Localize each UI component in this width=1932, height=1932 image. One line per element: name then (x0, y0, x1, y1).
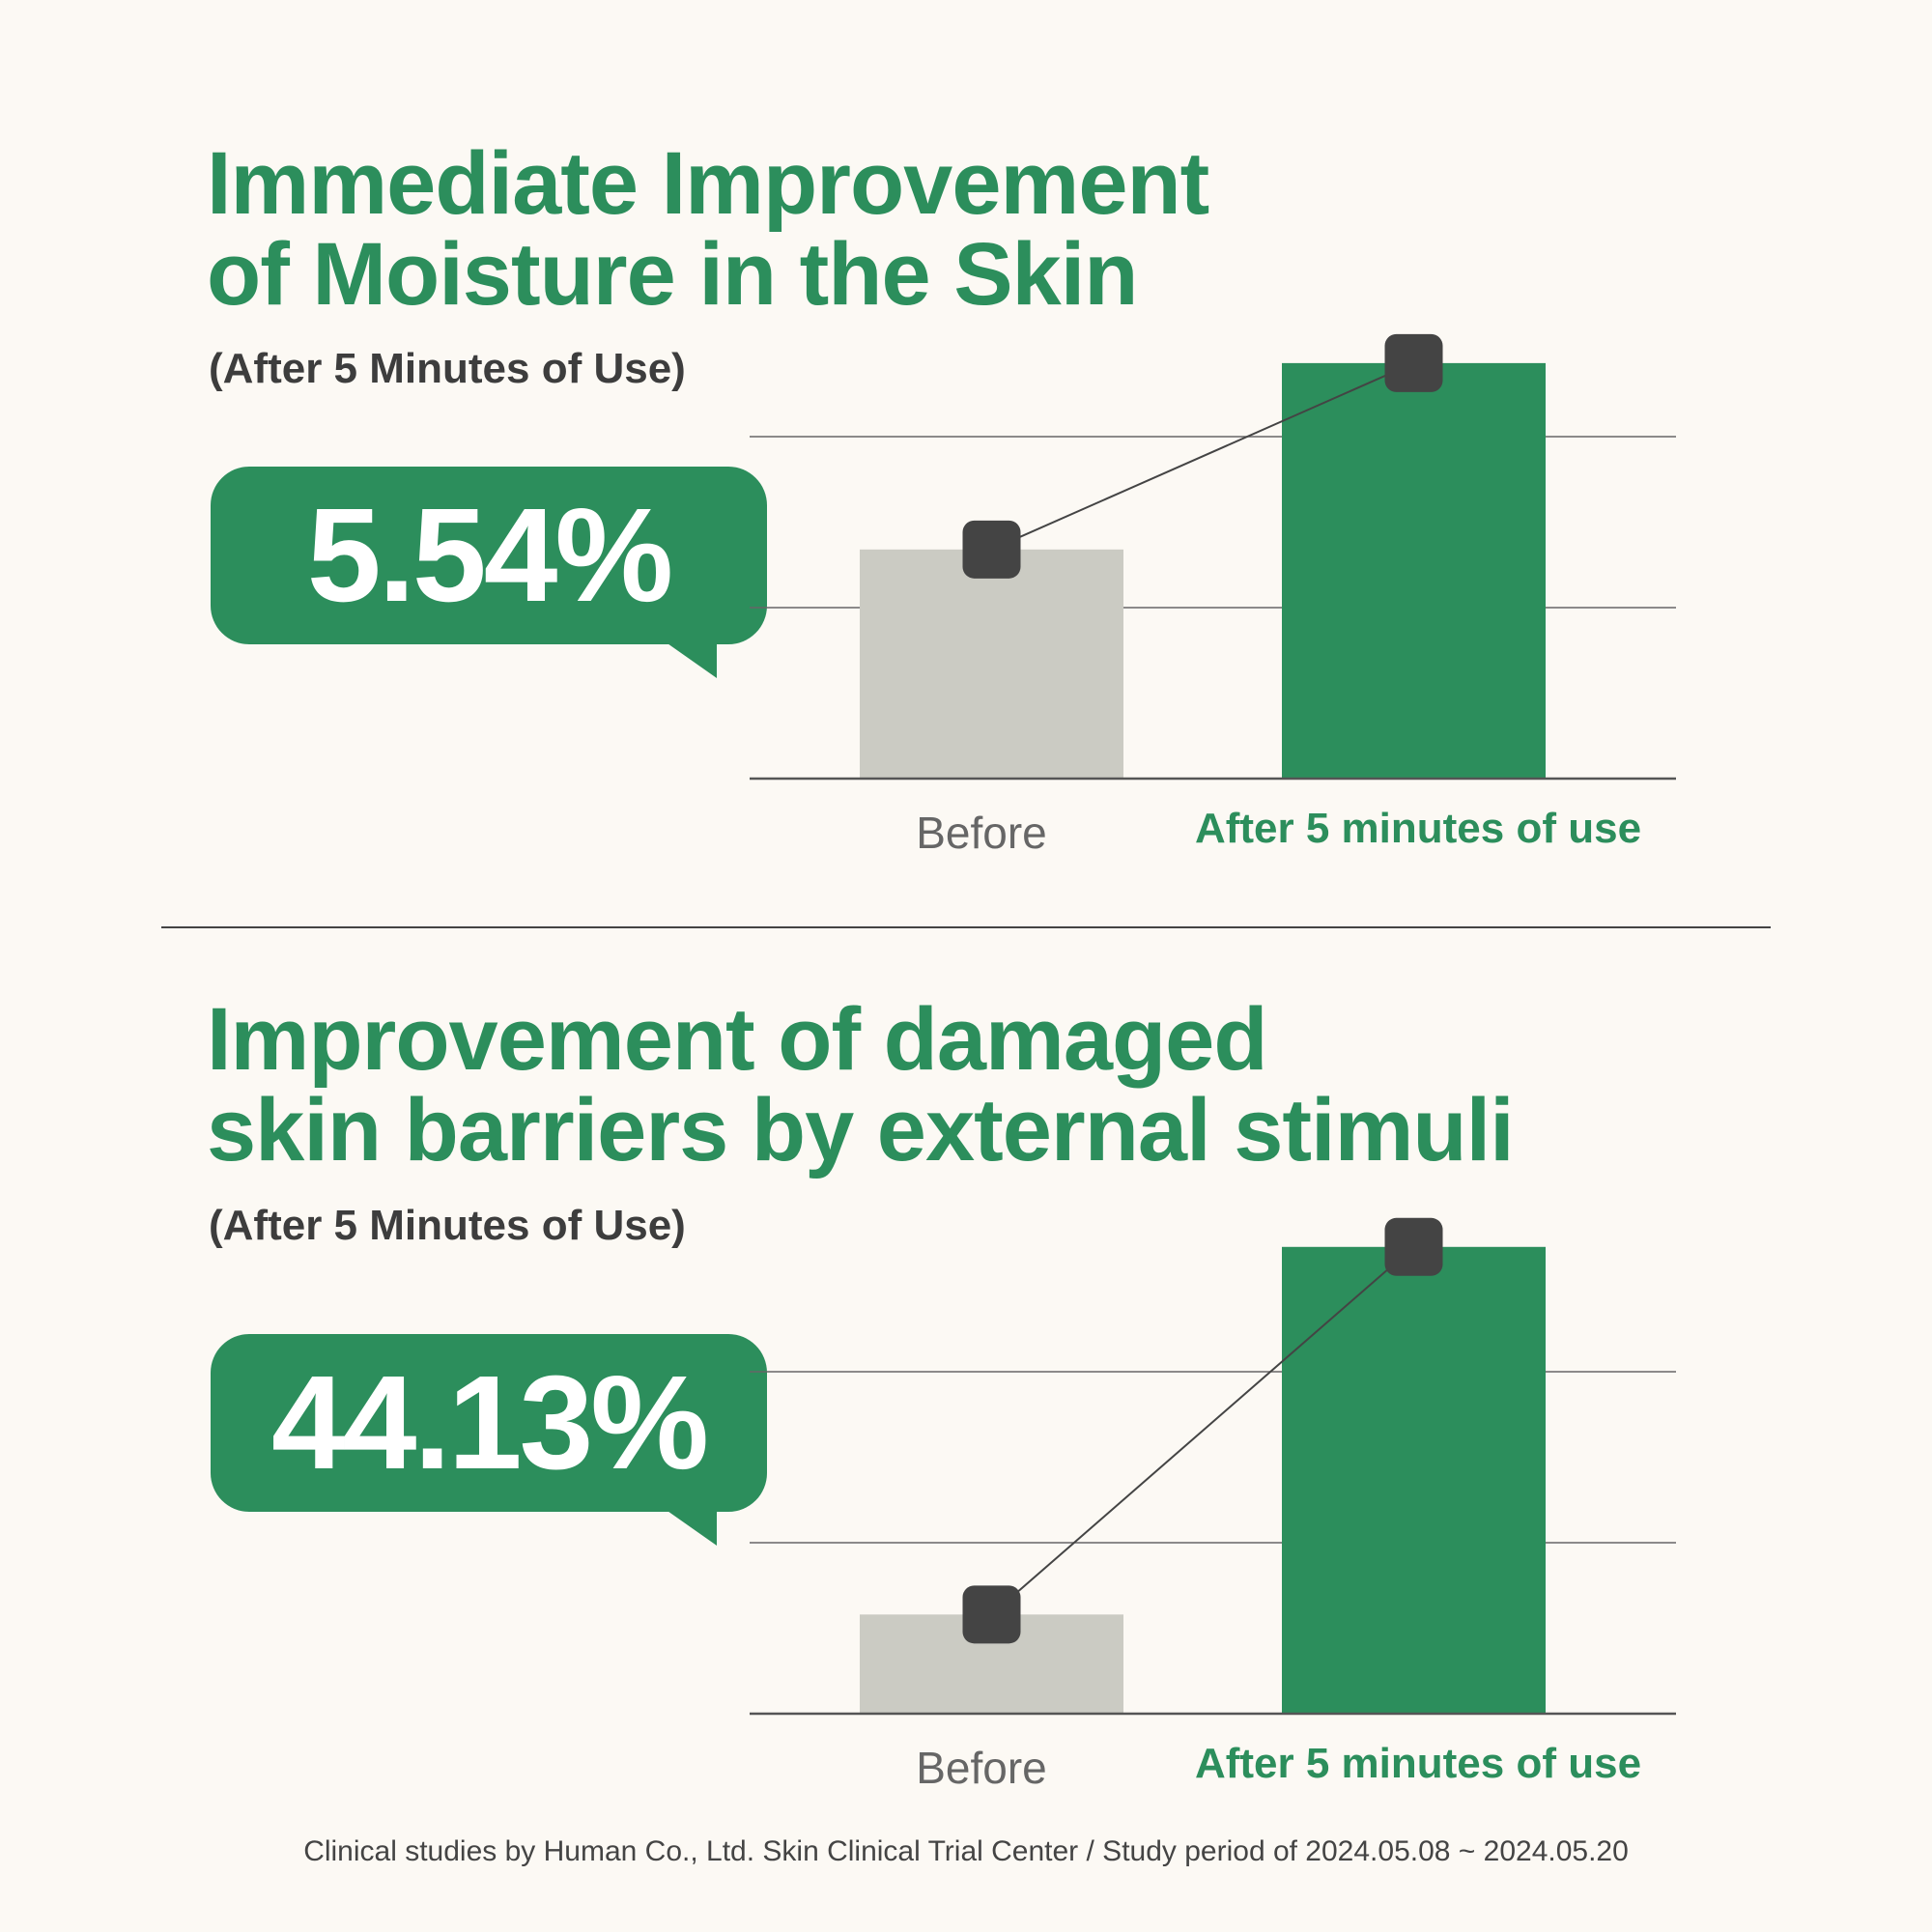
bar-before (860, 549, 1123, 779)
trend-line (991, 361, 1414, 551)
section1-chart: Before After 5 minutes of use (750, 333, 1676, 858)
category-label-before: Before (916, 808, 1047, 858)
section1-subtitle: (After 5 Minutes of Use) (209, 345, 686, 392)
section1-title-line2: of Moisture in the Skin (207, 225, 1138, 324)
category-label-after: After 5 minutes of use (1195, 805, 1641, 852)
trend-line (990, 1246, 1415, 1616)
section1-title-line1: Immediate Improvement (207, 134, 1209, 233)
section1-callout-tail (665, 641, 717, 678)
marker-after (1384, 1217, 1443, 1276)
section2-callout-tail (665, 1509, 717, 1546)
section2-chart: Before After 5 minutes of use (750, 1217, 1676, 1793)
category-label-before: Before (916, 1743, 1047, 1793)
bar-after (1282, 362, 1546, 779)
section2-title-line1: Improvement of damaged (207, 990, 1268, 1089)
marker-before (962, 1585, 1021, 1644)
section-divider (161, 926, 1771, 928)
marker-before (962, 520, 1021, 579)
section2-title-line2: skin barriers by external stimuli (207, 1081, 1515, 1179)
section2-subtitle: (After 5 Minutes of Use) (209, 1202, 686, 1249)
bar-after (1282, 1246, 1546, 1714)
footer-note: Clinical studies by Human Co., Ltd. Skin… (303, 1835, 1629, 1867)
marker-after (1384, 333, 1443, 392)
section1-callout-bubble: 5.54% (211, 467, 767, 644)
category-label-after: After 5 minutes of use (1195, 1740, 1641, 1787)
section2-callout-bubble: 44.13% (211, 1334, 767, 1512)
